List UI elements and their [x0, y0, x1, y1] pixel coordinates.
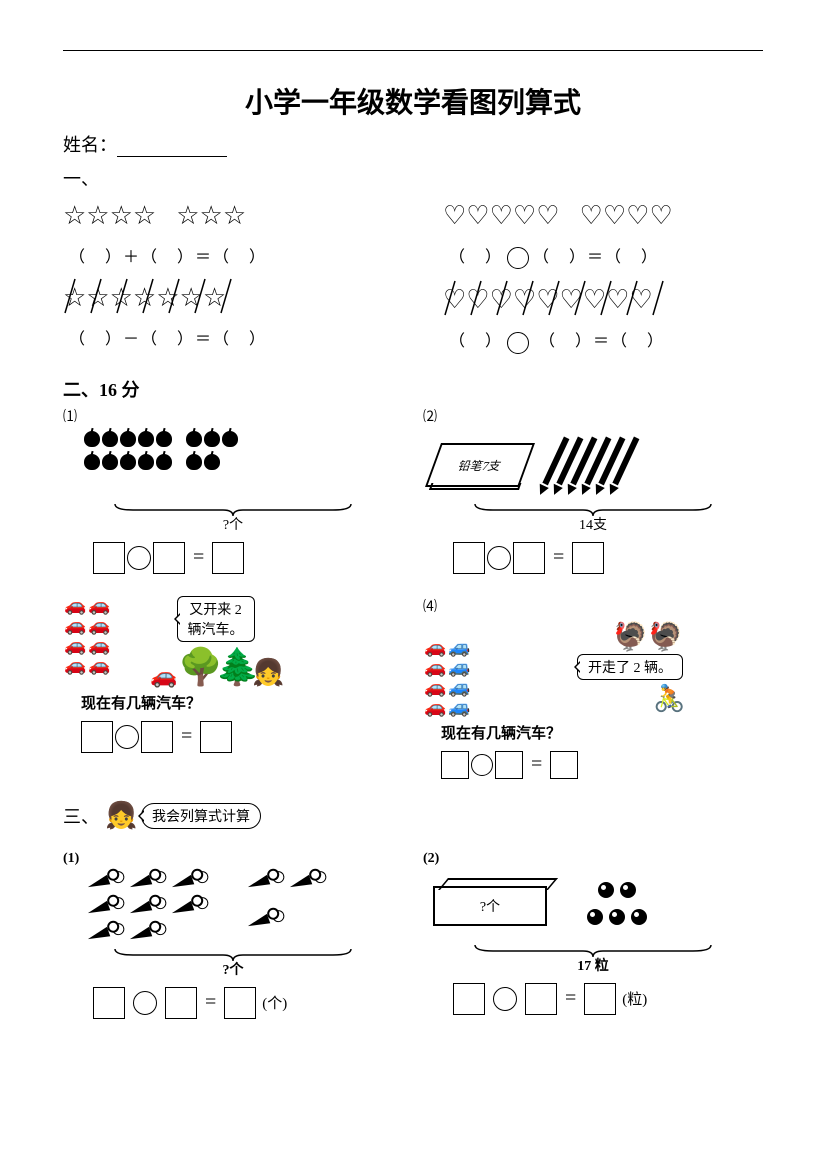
- equation-hearts-top[interactable]: （ ）（ ）＝（ ）: [449, 243, 763, 269]
- name-row: 姓名：: [63, 131, 763, 157]
- worksheet-page: 小学一年级数学看图列算式 姓名： 一、 ☆☆☆☆☆☆☆ （ ）＋（ ）＝（ ） …: [63, 50, 763, 1071]
- section-two-label: 二、16 分: [63, 376, 763, 402]
- question-text: 现在有几辆汽车？: [441, 722, 763, 743]
- equation-stars-sub[interactable]: （ ）－（ ）＝（ ）: [69, 325, 383, 349]
- speech-bubble: 开走了 2 辆。: [577, 654, 683, 680]
- pencils-picture: 铅笔7支: [423, 430, 693, 500]
- section-one-grid: ☆☆☆☆☆☆☆ （ ）＋（ ）＝（ ） ☆☆☆☆☆☆☆ （ ）－（ ）＝（: [63, 195, 763, 368]
- brace: [113, 947, 353, 961]
- equation-hearts-bottom[interactable]: （ ） （ ）＝（ ）: [449, 327, 763, 353]
- question-text: 现在有几辆汽车？: [81, 692, 403, 713]
- section-two-grid: ⑴ ?个 = ⑵ 铅笔7支 14支 =: [63, 406, 763, 791]
- stars-row-bottom: ☆☆☆☆☆☆☆: [63, 281, 383, 315]
- name-label: 姓名：: [63, 135, 117, 155]
- beads-picture: ?个: [423, 871, 693, 941]
- trees-icon: 🌳🌲: [178, 646, 252, 688]
- hearts-row-top: ♡♡♡♡♡♡♡♡♡: [443, 199, 763, 233]
- operator-circle[interactable]: [507, 247, 529, 269]
- box-equation[interactable]: =(粒): [453, 983, 763, 1015]
- slash-overlay: [63, 277, 253, 317]
- problem-number: ⑴: [63, 406, 403, 426]
- brace-label: ?个: [63, 514, 403, 534]
- unit-label: (个): [262, 992, 287, 1013]
- dancers-icon: 🦃🦃: [613, 620, 683, 654]
- section-three-grid: (1) ?个 =(个) (2) ?个: [63, 851, 763, 1031]
- cars-leaving-picture: 🚗🚙 🚗🚙 🚗🚙 🚗🚙 🦃🦃 开走了 2 辆。 🚴: [423, 620, 683, 718]
- cars-picture: 🚗🚗 🚗🚗 🚗🚗 🚗🚗 又开来 2 辆汽车。 🚗 🌳🌲 👧: [63, 596, 323, 688]
- box-equation[interactable]: =: [93, 542, 403, 574]
- brace-label: ?个: [63, 959, 403, 979]
- problem-2: ⑵ 铅笔7支 14支 =: [423, 406, 763, 586]
- problem-number: (2): [423, 851, 763, 867]
- box-equation[interactable]: =: [81, 721, 403, 753]
- section-one-label: 一、: [63, 165, 763, 191]
- unit-label: (粒): [622, 988, 647, 1009]
- name-input-line[interactable]: [117, 138, 227, 157]
- stars-row-top: ☆☆☆☆☆☆☆: [63, 199, 383, 233]
- problem-3: 🚗🚗 🚗🚗 🚗🚗 🚗🚗 又开来 2 辆汽车。 🚗 🌳🌲 👧 现在有几辆汽车？: [63, 596, 403, 791]
- problem-number: ⑵: [423, 406, 763, 426]
- page-title: 小学一年级数学看图列算式: [63, 81, 763, 121]
- problem-number: (1): [63, 851, 403, 867]
- box-equation[interactable]: =: [453, 542, 763, 574]
- child-face-icon: 👧: [105, 801, 135, 831]
- carrots-picture: [63, 871, 343, 945]
- brace-label: 14支: [423, 514, 763, 534]
- hearts-column: ♡♡♡♡♡♡♡♡♡ （ ）（ ）＝（ ） ♡♡♡♡♡♡♡♡♡ （ ） （ ）＝（…: [443, 195, 763, 368]
- equation-stars-add[interactable]: （ ）＋（ ）＝（ ）: [69, 243, 383, 267]
- problem-1: ⑴ ?个 =: [63, 406, 403, 586]
- problem-3-2: (2) ?个 17 粒 =(粒): [423, 851, 763, 1031]
- child-icon: 👧: [252, 658, 282, 688]
- box-equation[interactable]: =(个): [93, 987, 403, 1019]
- brace: [473, 943, 713, 957]
- apples-picture: [63, 430, 343, 500]
- speech-bubble: 我会列算式计算: [141, 803, 261, 829]
- speech-bubble: 又开来 2 辆汽车。: [177, 596, 255, 642]
- slash-overlay: [443, 279, 683, 319]
- section-three-header: 三、 👧 我会列算式计算: [63, 801, 763, 831]
- section-three-label: 三、: [63, 803, 99, 829]
- problem-3-1: (1) ?个 =(个): [63, 851, 403, 1031]
- box-equation[interactable]: =: [441, 751, 763, 779]
- operator-circle[interactable]: [507, 332, 529, 354]
- brace-label: 17 粒: [423, 955, 763, 975]
- problem-number: ⑷: [423, 596, 763, 616]
- box-with-lid: ?个: [433, 886, 547, 926]
- stars-column: ☆☆☆☆☆☆☆ （ ）＋（ ）＝（ ） ☆☆☆☆☆☆☆ （ ）－（ ）＝（: [63, 195, 383, 368]
- child-icon: 🚴: [653, 684, 683, 714]
- notebook: 铅笔7支: [425, 443, 535, 487]
- hearts-row-bottom: ♡♡♡♡♡♡♡♡♡: [443, 283, 763, 317]
- brace: [113, 502, 353, 516]
- brace: [473, 502, 713, 516]
- problem-4: ⑷ 🚗🚙 🚗🚙 🚗🚙 🚗🚙 🦃🦃 开走了 2 辆。 🚴 现在有几辆汽车？ =: [423, 596, 763, 791]
